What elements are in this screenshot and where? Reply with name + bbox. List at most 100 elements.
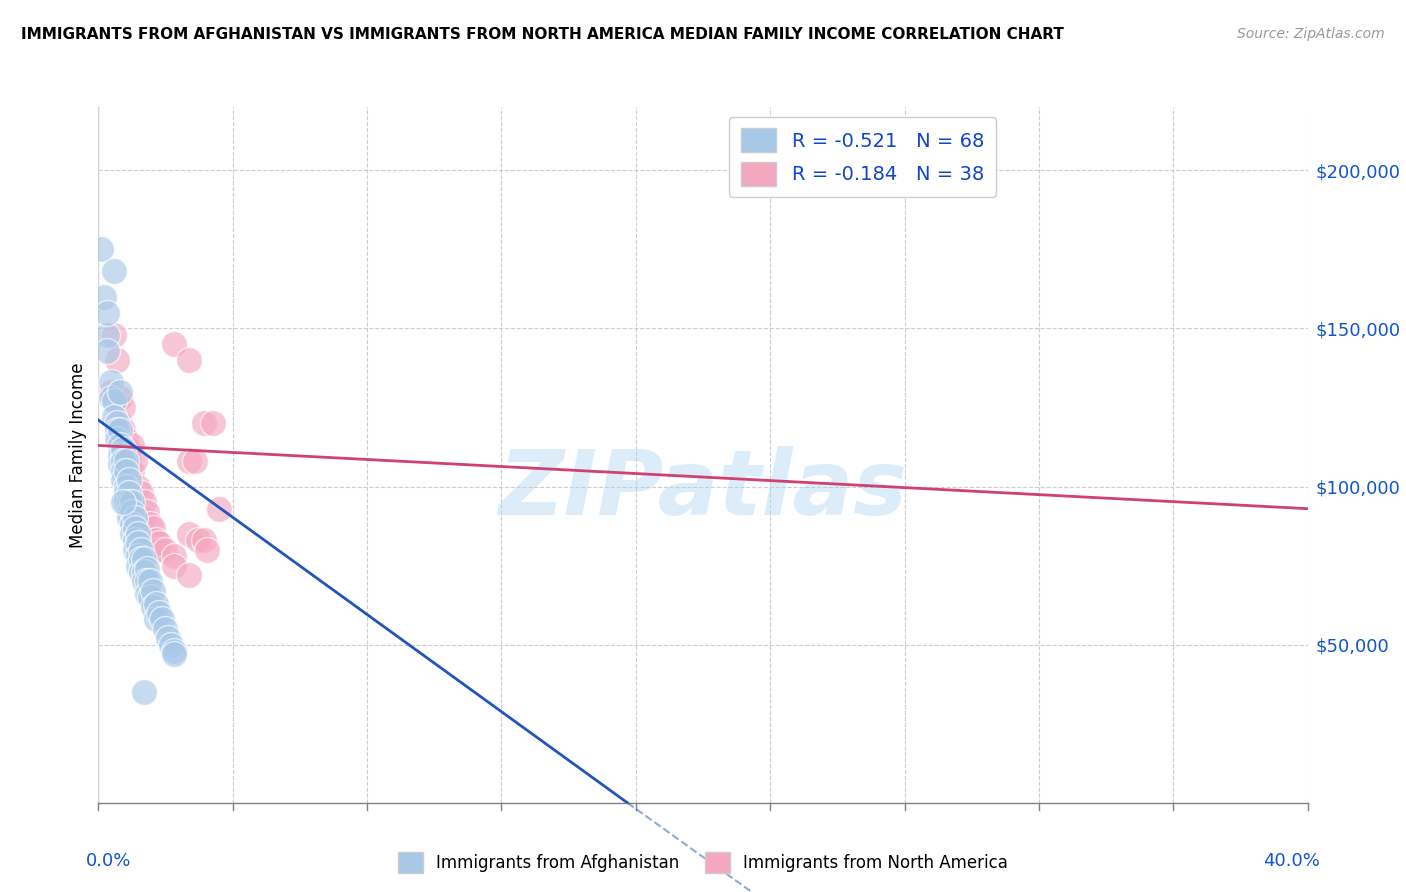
Point: [148, 606, 170, 620]
Point: [114, 464, 136, 478]
Point: [103, 409, 125, 424]
Point: [148, 536, 170, 550]
Point: [108, 423, 131, 437]
Point: [114, 454, 136, 468]
Point: [156, 632, 179, 646]
Point: [118, 511, 141, 525]
Point: [132, 574, 155, 589]
Point: [179, 454, 201, 468]
Point: [105, 423, 128, 437]
Text: 0.0%: 0.0%: [86, 852, 132, 870]
Point: [124, 454, 146, 468]
Text: 40.0%: 40.0%: [1263, 852, 1320, 870]
Point: [208, 501, 231, 516]
Point: [90, 243, 112, 257]
Point: [184, 454, 207, 468]
Point: [118, 505, 141, 519]
Point: [111, 442, 134, 456]
Point: [202, 417, 225, 431]
Point: [124, 521, 146, 535]
Point: [179, 527, 201, 541]
Point: [118, 495, 141, 509]
Point: [118, 473, 141, 487]
Point: [135, 505, 157, 519]
Point: [163, 549, 186, 563]
Point: [111, 401, 134, 415]
Point: [118, 442, 141, 456]
Point: [129, 565, 152, 579]
Point: [179, 353, 201, 368]
Point: [160, 638, 183, 652]
Point: [132, 565, 155, 579]
Text: IMMIGRANTS FROM AFGHANISTAN VS IMMIGRANTS FROM NORTH AMERICA MEDIAN FAMILY INCOM: IMMIGRANTS FROM AFGHANISTAN VS IMMIGRANT…: [21, 27, 1064, 42]
Point: [153, 622, 176, 636]
Point: [132, 552, 155, 566]
Point: [193, 417, 215, 431]
Point: [108, 438, 131, 452]
Point: [135, 574, 157, 589]
Point: [105, 353, 128, 368]
Point: [163, 644, 186, 658]
Text: Source: ZipAtlas.com: Source: ZipAtlas.com: [1237, 27, 1385, 41]
Point: [121, 464, 143, 478]
Point: [103, 327, 125, 342]
Point: [108, 448, 131, 462]
Point: [111, 423, 134, 437]
Point: [127, 549, 149, 563]
Point: [150, 612, 173, 626]
Point: [108, 384, 131, 399]
Point: [132, 685, 155, 699]
Point: [124, 542, 146, 557]
Point: [132, 495, 155, 509]
Point: [121, 495, 143, 509]
Point: [118, 486, 141, 500]
Point: [124, 511, 146, 525]
Point: [108, 391, 131, 405]
Point: [108, 458, 131, 472]
Point: [132, 511, 155, 525]
Point: [163, 337, 186, 351]
Point: [105, 417, 128, 431]
Point: [114, 495, 136, 509]
Point: [129, 542, 152, 557]
Point: [96, 327, 118, 342]
Point: [139, 574, 162, 589]
Point: [129, 486, 152, 500]
Legend: Immigrants from Afghanistan, Immigrants from North America: Immigrants from Afghanistan, Immigrants …: [391, 846, 1015, 880]
Point: [127, 479, 149, 493]
Point: [100, 391, 122, 405]
Point: [127, 558, 149, 573]
Y-axis label: Median Family Income: Median Family Income: [69, 362, 87, 548]
Point: [139, 517, 162, 532]
Point: [163, 647, 186, 661]
Point: [121, 527, 143, 541]
Point: [111, 473, 134, 487]
Point: [142, 599, 165, 614]
Point: [114, 432, 136, 446]
Point: [121, 438, 143, 452]
Legend: R = -0.521   N = 68, R = -0.184   N = 38: R = -0.521 N = 68, R = -0.184 N = 38: [730, 117, 995, 197]
Point: [103, 264, 125, 278]
Point: [148, 542, 170, 557]
Point: [121, 517, 143, 532]
Point: [121, 505, 143, 519]
Point: [124, 533, 146, 548]
Point: [100, 375, 122, 389]
Point: [111, 464, 134, 478]
Point: [142, 583, 165, 598]
Point: [100, 384, 122, 399]
Point: [114, 486, 136, 500]
Point: [145, 612, 167, 626]
Point: [139, 591, 162, 605]
Point: [96, 305, 118, 319]
Point: [145, 597, 167, 611]
Point: [142, 521, 165, 535]
Point: [187, 533, 209, 548]
Point: [96, 343, 118, 358]
Point: [111, 495, 134, 509]
Point: [93, 290, 115, 304]
Point: [127, 527, 149, 541]
Point: [118, 454, 141, 468]
Point: [105, 432, 128, 446]
Point: [179, 568, 201, 582]
